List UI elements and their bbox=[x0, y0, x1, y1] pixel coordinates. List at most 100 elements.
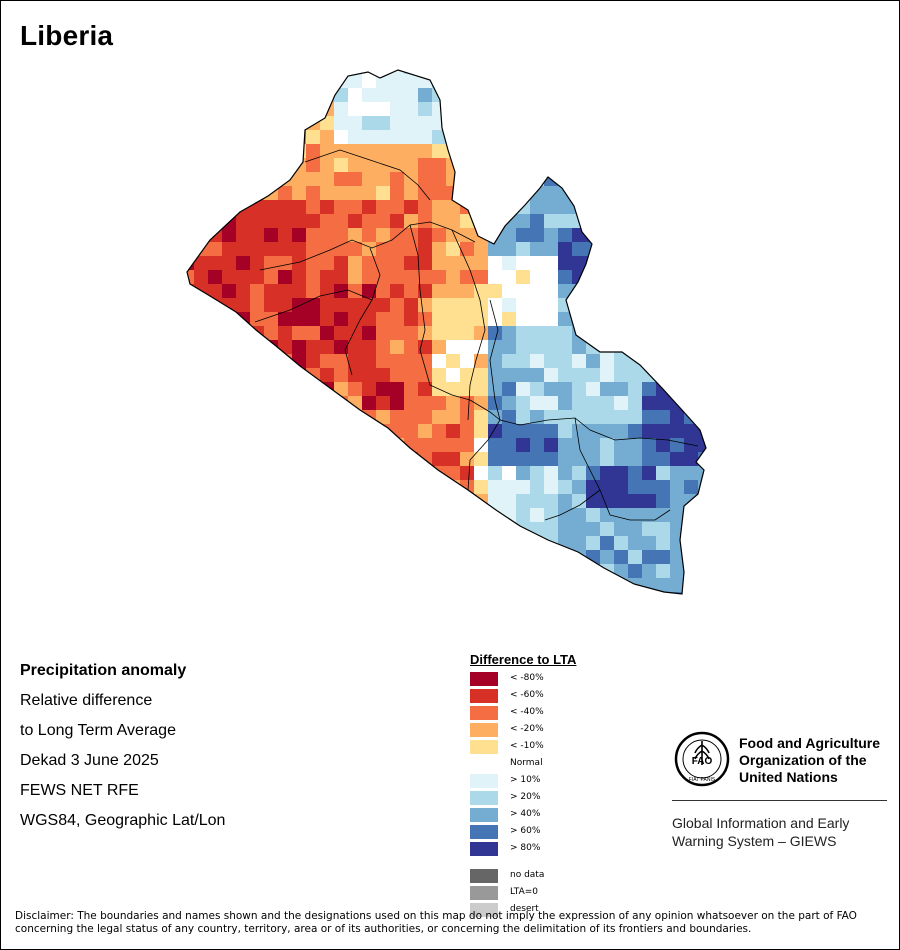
anomaly-cell bbox=[187, 88, 195, 103]
anomaly-cell bbox=[376, 158, 391, 173]
anomaly-cell bbox=[320, 592, 335, 594]
anomaly-cell bbox=[390, 70, 405, 75]
legend-item: < -10% bbox=[470, 739, 660, 756]
anomaly-cell bbox=[334, 326, 349, 341]
anomaly-cell bbox=[348, 382, 363, 397]
anomaly-cell bbox=[334, 410, 349, 425]
anomaly-cell bbox=[544, 508, 559, 523]
anomaly-cell bbox=[187, 284, 195, 299]
anomaly-cell bbox=[558, 70, 573, 75]
anomaly-cell bbox=[460, 74, 475, 89]
anomaly-cell bbox=[628, 522, 643, 537]
legend-item: < -60% bbox=[470, 688, 660, 705]
anomaly-cell bbox=[530, 116, 545, 131]
anomaly-cell bbox=[418, 130, 433, 145]
anomaly-cell bbox=[208, 102, 223, 117]
anomaly-cell bbox=[586, 592, 601, 594]
anomaly-cell bbox=[278, 88, 293, 103]
anomaly-cell bbox=[628, 536, 643, 551]
anomaly-cell bbox=[250, 70, 265, 75]
anomaly-cell bbox=[264, 592, 279, 594]
anomaly-cell bbox=[460, 298, 475, 313]
anomaly-cell bbox=[194, 508, 209, 523]
anomaly-cell bbox=[187, 116, 195, 131]
anomaly-cell bbox=[530, 242, 545, 257]
anomaly-cell bbox=[194, 592, 209, 594]
anomaly-cell bbox=[460, 452, 475, 467]
anomaly-cell bbox=[558, 578, 573, 593]
anomaly-cell bbox=[572, 172, 587, 187]
anomaly-cell bbox=[698, 172, 706, 187]
anomaly-cell bbox=[236, 242, 251, 257]
anomaly-cell bbox=[544, 592, 559, 594]
anomaly-map bbox=[186, 69, 727, 621]
anomaly-cell bbox=[474, 592, 489, 594]
anomaly-cell bbox=[572, 396, 587, 411]
anomaly-cell bbox=[572, 130, 587, 145]
anomaly-cell bbox=[544, 186, 559, 201]
anomaly-cell bbox=[488, 452, 503, 467]
anomaly-cell bbox=[306, 88, 321, 103]
anomaly-cell bbox=[236, 396, 251, 411]
anomaly-cell bbox=[698, 396, 706, 411]
anomaly-cell bbox=[250, 102, 265, 117]
anomaly-cell bbox=[418, 312, 433, 327]
anomaly-cell bbox=[488, 480, 503, 495]
anomaly-cell bbox=[362, 158, 377, 173]
anomaly-cell bbox=[446, 312, 461, 327]
anomaly-cell bbox=[404, 480, 419, 495]
anomaly-cell bbox=[684, 452, 699, 467]
anomaly-cell bbox=[586, 116, 601, 131]
anomaly-cell bbox=[488, 158, 503, 173]
anomaly-cell bbox=[712, 466, 727, 481]
anomaly-cell bbox=[194, 564, 209, 579]
anomaly-cell bbox=[348, 606, 363, 621]
legend-swatch bbox=[470, 791, 498, 805]
anomaly-cell bbox=[187, 326, 195, 341]
anomaly-cell bbox=[432, 438, 447, 453]
anomaly-cell bbox=[404, 494, 419, 509]
anomaly-cell bbox=[670, 508, 685, 523]
anomaly-cell bbox=[698, 130, 706, 145]
anomaly-cell bbox=[320, 396, 335, 411]
anomaly-cell bbox=[264, 270, 279, 285]
anomaly-cell bbox=[348, 368, 363, 383]
anomaly-cell bbox=[586, 144, 601, 159]
legend-item: < -20% bbox=[470, 722, 660, 739]
anomaly-cell bbox=[628, 550, 643, 565]
anomaly-cell bbox=[194, 158, 209, 173]
anomaly-cell bbox=[670, 396, 685, 411]
anomaly-cell bbox=[460, 340, 475, 355]
anomaly-cell bbox=[418, 102, 433, 117]
anomaly-cell bbox=[264, 242, 279, 257]
anomaly-cell bbox=[684, 284, 699, 299]
anomaly-cell bbox=[320, 214, 335, 229]
anomaly-cell bbox=[656, 228, 671, 243]
anomaly-cell bbox=[432, 480, 447, 495]
anomaly-cell bbox=[404, 578, 419, 593]
info-period: Dekad 3 June 2025 bbox=[20, 752, 159, 769]
anomaly-cell bbox=[348, 340, 363, 355]
anomaly-cell bbox=[348, 228, 363, 243]
admin-boundary-line bbox=[409, 224, 431, 386]
anomaly-cell bbox=[250, 550, 265, 565]
anomaly-cell bbox=[684, 424, 699, 439]
anomaly-cell bbox=[446, 410, 461, 425]
anomaly-cell bbox=[586, 508, 601, 523]
anomaly-cell bbox=[418, 606, 433, 621]
anomaly-cell bbox=[446, 424, 461, 439]
branding-divider bbox=[672, 800, 887, 801]
anomaly-cell bbox=[194, 396, 209, 411]
anomaly-cell bbox=[488, 116, 503, 131]
anomaly-cell bbox=[236, 452, 251, 467]
anomaly-cell bbox=[572, 606, 587, 621]
anomaly-cell bbox=[348, 550, 363, 565]
anomaly-cell bbox=[390, 494, 405, 509]
anomaly-cell bbox=[376, 228, 391, 243]
anomaly-cell bbox=[278, 550, 293, 565]
anomaly-cell bbox=[474, 452, 489, 467]
anomaly-cell bbox=[222, 592, 237, 594]
anomaly-cell bbox=[390, 550, 405, 565]
anomaly-cell bbox=[306, 256, 321, 271]
anomaly-cell bbox=[488, 578, 503, 593]
